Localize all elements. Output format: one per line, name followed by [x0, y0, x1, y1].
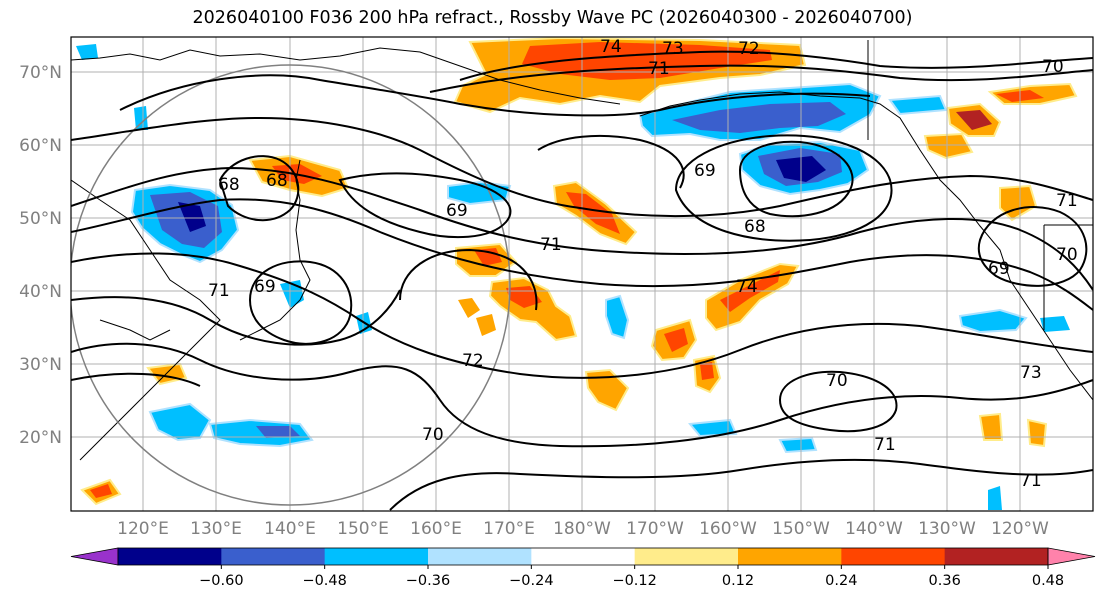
colorbar-segment: [118, 548, 222, 565]
map-frame: [70, 36, 1094, 512]
lon-label: 160°E: [410, 519, 462, 539]
lon-label: 150°E: [337, 519, 389, 539]
coastlines: [71, 40, 1093, 461]
colorbar-extend-high: [1047, 547, 1096, 566]
colorbar-extend-low: [70, 547, 119, 566]
contour-label-set: 74 73 72 71 70 68 68 69 69 71 69 68 74 7…: [208, 37, 1078, 491]
contour-label: 71: [1020, 471, 1042, 491]
lon-label: 130°E: [190, 519, 242, 539]
colorbar-tick-label: 0.36: [929, 573, 961, 589]
contour-label: 71: [1056, 191, 1078, 211]
contour-label: 70: [1042, 57, 1064, 77]
lon-label: 150°W: [772, 519, 830, 539]
contour-label: 73: [1020, 363, 1042, 383]
lon-label: 180°W: [553, 519, 611, 539]
colorbar: −0.60 −0.48 −0.36 −0.24 −0.12 0.12 0.24 0.36 0.4…: [70, 547, 1096, 589]
colorbar-outline: [117, 547, 1049, 566]
contour-label: 68: [744, 217, 766, 237]
lat-label: 70°N: [19, 63, 62, 83]
reference-circle: [71, 64, 511, 506]
contour-label: 71: [874, 435, 896, 455]
contour-label: 70: [826, 371, 848, 391]
colorbar-tick-label: −0.48: [302, 573, 346, 589]
colorbar-tick-label: −0.12: [612, 573, 656, 589]
colorbar-tick-label: −0.24: [509, 573, 553, 589]
colorbar-segment: [944, 548, 1049, 565]
contour-label: 69: [988, 259, 1010, 279]
colorbar-tick-label: −0.36: [406, 573, 450, 589]
contour-label: 74: [736, 277, 758, 297]
contour-label: 72: [738, 39, 760, 59]
contour-label: 68: [266, 171, 288, 191]
colorbar-segment: [324, 548, 429, 565]
contour-label: 70: [1056, 245, 1078, 265]
contour-label: 69: [446, 201, 468, 221]
contour-label: 71: [540, 235, 562, 255]
colorbar-tick-label: 0.12: [722, 573, 754, 589]
lon-label: 170°E: [483, 519, 535, 539]
colorbar-tick-label: −0.60: [199, 573, 243, 589]
lon-label: 130°W: [918, 519, 976, 539]
lat-label: 50°N: [19, 209, 62, 229]
anomaly-shading: [76, 37, 1078, 510]
contour-label: 68: [218, 175, 240, 195]
longitude-labels: 120°E 130°E 140°E 150°E 160°E 170°E 180°…: [117, 519, 1049, 539]
colorbar-segment: [738, 548, 842, 565]
lon-label: 170°W: [626, 519, 684, 539]
lat-label: 20°N: [19, 428, 62, 448]
lat-label: 60°N: [19, 136, 62, 156]
plot-title: 2026040100 F036 200 hPa refract., Rossby…: [192, 8, 913, 28]
colorbar-segment: [634, 548, 739, 565]
contour-label: 71: [648, 59, 670, 79]
lon-label: 160°W: [699, 519, 757, 539]
contour-label: 71: [208, 281, 230, 301]
contour-label: 73: [662, 39, 684, 59]
colorbar-tick-label: 0.24: [825, 573, 857, 589]
lon-label: 120°W: [991, 519, 1049, 539]
colorbar-segment: [841, 548, 946, 565]
colorbar-segment: [531, 548, 636, 565]
contour-label: 74: [600, 37, 622, 57]
colorbar-segment: [221, 548, 326, 565]
map-area: 74 73 72 71 70 68 68 69 69 71 69 68 74 7…: [71, 37, 1093, 511]
lon-label: 140°W: [845, 519, 903, 539]
lon-label: 120°E: [117, 519, 169, 539]
contour-label: 69: [254, 277, 276, 297]
colorbar-segment: [428, 548, 532, 565]
colorbar-tick-label: 0.48: [1032, 573, 1064, 589]
contour-label: 70: [422, 425, 444, 445]
height-contours: [71, 50, 1093, 511]
lat-label: 30°N: [19, 355, 62, 375]
latitude-labels: 70°N 60°N 50°N 40°N 30°N 20°N: [19, 63, 62, 448]
lat-label: 40°N: [19, 282, 62, 302]
contour-label: 69: [694, 161, 716, 181]
lon-label: 140°E: [264, 519, 316, 539]
contour-label: 72: [462, 351, 484, 371]
